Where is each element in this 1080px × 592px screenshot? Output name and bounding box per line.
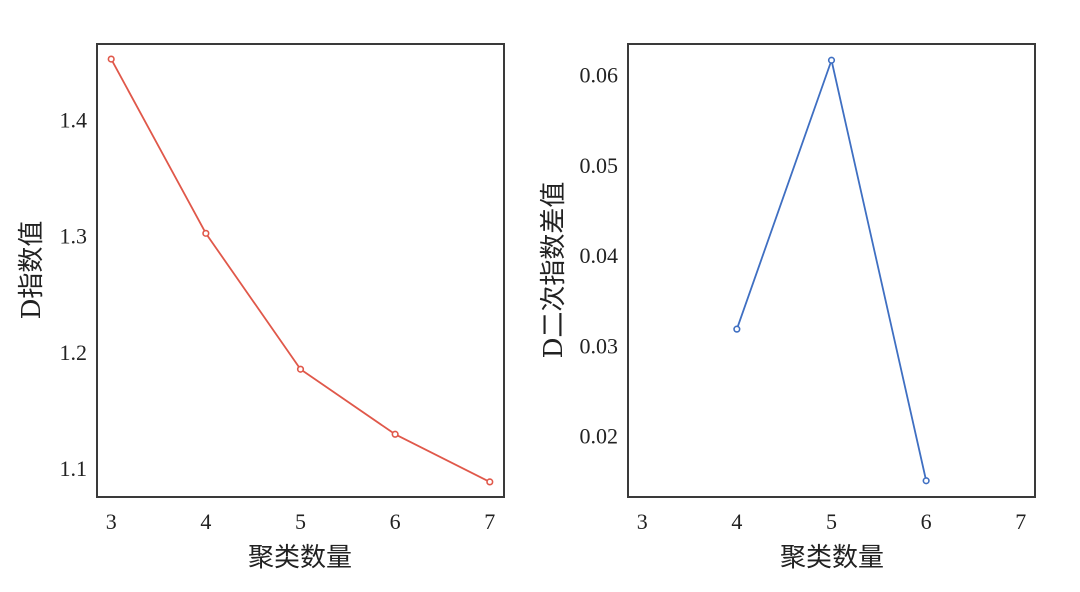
x-tick-label: 3: [637, 509, 648, 534]
x-tick-label: 6: [390, 509, 401, 534]
plot-frame: [627, 43, 1036, 498]
data-point: [202, 229, 210, 237]
x-tick-label: 5: [295, 509, 306, 534]
chart-marks: [107, 55, 494, 486]
x-tick-label: 5: [826, 509, 837, 534]
series-line: [110, 58, 491, 483]
x-tick-label: 3: [106, 509, 117, 534]
y-axis-title: D指数值: [17, 221, 47, 320]
data-point: [827, 56, 836, 64]
plot-frame: [96, 43, 505, 498]
y-tick-label: 0.06: [580, 63, 619, 88]
x-tick-labels: 3 4 5 6 7: [637, 509, 1027, 534]
data-point: [391, 430, 399, 438]
y-axis-title: D二次指数差值: [539, 182, 569, 359]
y-tick-label: 1.1: [60, 456, 88, 481]
y-tick-labels: 1.1 1.2 1.3 1.4: [60, 108, 88, 481]
x-tick-label: 4: [731, 509, 742, 534]
y-tick-label: 0.04: [580, 243, 619, 268]
x-tick-labels: 3 4 5 6 7: [106, 509, 496, 534]
y-tick-label: 0.03: [580, 333, 619, 358]
x-axis-title: 聚类数量: [248, 543, 352, 573]
y-tick-label: 1.2: [60, 340, 88, 365]
chart-d-second-diff: 3 4 5 6 7 0.02 0.03 0.04 0.05 0.06 聚类数量 D二次指数差值: [539, 43, 1036, 573]
x-tick-label: 7: [1015, 509, 1026, 534]
x-axis-title: 聚类数量: [780, 543, 884, 573]
x-tick-label: 6: [921, 509, 932, 534]
data-point: [296, 365, 305, 373]
data-point: [733, 325, 741, 333]
y-tick-label: 0.02: [580, 424, 619, 449]
x-tick-label: 7: [484, 509, 495, 534]
chart-marks: [733, 56, 930, 485]
data-point: [486, 478, 494, 486]
data-point: [922, 477, 930, 485]
y-tick-labels: 0.02 0.03 0.04 0.05 0.06: [580, 63, 619, 449]
y-tick-label: 0.05: [580, 153, 619, 178]
y-tick-label: 1.4: [60, 108, 88, 133]
x-tick-label: 4: [200, 509, 211, 534]
y-tick-label: 1.3: [60, 224, 88, 249]
chart-d-index: 3 4 5 6 7 1.1 1.2 1.3 1.4 聚类数量 D指数值: [17, 43, 505, 573]
data-point: [107, 55, 115, 63]
series-line: [735, 59, 928, 481]
